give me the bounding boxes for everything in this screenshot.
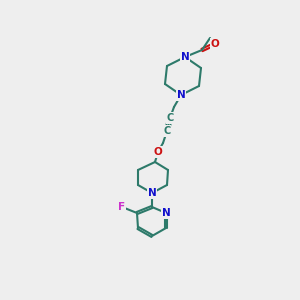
Text: N: N <box>148 188 156 198</box>
Text: N: N <box>162 208 170 218</box>
Text: F: F <box>118 202 126 212</box>
Text: C: C <box>164 126 171 136</box>
Text: O: O <box>211 39 219 49</box>
Text: N: N <box>181 52 189 62</box>
Text: C: C <box>167 113 174 123</box>
Text: N: N <box>177 90 185 100</box>
Text: O: O <box>154 147 162 157</box>
